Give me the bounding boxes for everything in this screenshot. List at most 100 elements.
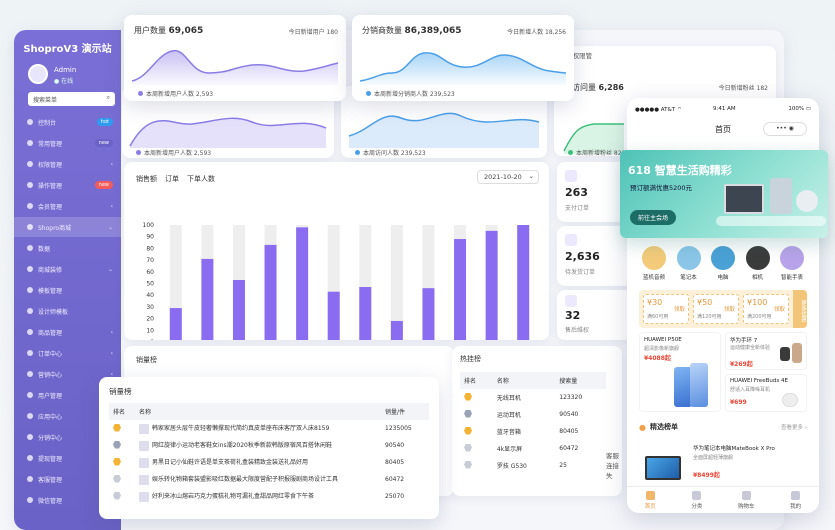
coupon[interactable]: ¥30 满60可用 领取 <box>643 294 689 324</box>
section-title: 精选榜单 <box>649 423 678 431</box>
name-cell: 娱乐转化物箱套装盟影吸红数据最大限度营配子积报服剧商场设计工具 <box>135 471 381 488</box>
menu-icon <box>27 455 33 461</box>
bar[interactable] <box>359 287 372 340</box>
menu-search-label: 搜索菜单 <box>33 97 58 104</box>
table-row[interactable]: 网红旋律小运动老客鞋女ins潮2020秋季新款韩版原宿风百搭休闲鞋 90540 <box>109 437 429 454</box>
section-more-link[interactable]: 查看更多 › <box>781 425 807 431</box>
category-item[interactable]: 笔记本 <box>674 246 704 281</box>
menu-icon <box>27 308 33 314</box>
phone-product-image <box>674 367 692 407</box>
bar[interactable] <box>422 288 435 340</box>
tab-category[interactable]: 分类 <box>691 490 702 510</box>
product-card-freebuds[interactable]: HUAWEI FreeBuds 4E 舒适入耳降噪耳机 ¥699 <box>725 374 807 412</box>
banner-cta-button[interactable]: 前往主会场 <box>630 210 677 225</box>
phone-carrier: ●●●●● AT&T ⌔ <box>635 107 683 113</box>
category-item[interactable]: 相机 <box>743 246 773 281</box>
coupon-get-button[interactable]: 领取 <box>773 307 785 313</box>
user-name: Admin <box>54 66 77 74</box>
rank-medal-icon <box>464 426 472 435</box>
feature-product[interactable]: 华为笔记本电脑MateBook X Pro 全面屏超轻薄旗舰 ¥8499起 <box>639 440 807 484</box>
sidebar-item[interactable]: Shopro商城 ⌄ <box>14 217 121 237</box>
sidebar-item[interactable]: 提现管理 <box>14 448 121 468</box>
ship-orders-label: 待发货订单 <box>565 269 596 276</box>
date-value: 2021-10-20 <box>484 173 522 181</box>
product-card-p50e[interactable]: HUAWEI P50E 超清影像新旗舰 ¥4088起 <box>639 332 721 412</box>
category-icon <box>676 246 701 270</box>
tab-mine[interactable]: 我的 <box>790 490 801 510</box>
promo-banner[interactable]: 618 智慧生活购精彩 预订额满优惠5200元 前往主会场 <box>620 150 828 238</box>
rank-medal-icon <box>464 392 472 401</box>
product-price: ¥699 <box>730 399 747 406</box>
product-thumbnail <box>139 423 149 434</box>
menu-icon <box>27 287 33 293</box>
coupon-get-button[interactable]: 领取 <box>673 307 685 313</box>
coupon-row: ¥30 满60可用 领取 ¥50 满120可用 领取 ¥100 满200可用 领取 更多优惠 <box>639 290 807 328</box>
sidebar-item[interactable]: 商城装修 ⌄ <box>14 259 121 279</box>
rank-cell <box>460 440 493 457</box>
sidebar-item[interactable]: 权限管理 ‹ <box>14 154 121 174</box>
category-item[interactable]: 蓝机音频 <box>639 246 669 281</box>
sidebar-item[interactable]: 设计师模板 <box>14 301 121 321</box>
bar[interactable] <box>327 291 340 340</box>
bar[interactable] <box>390 320 403 340</box>
menu-icon <box>27 329 33 335</box>
tab-cart[interactable]: 购物车 <box>738 490 755 510</box>
tab-buyers[interactable]: 下单人数 <box>187 175 215 183</box>
product-thumbnail <box>139 474 149 485</box>
sidebar-item[interactable]: 操作管理 new <box>14 175 121 195</box>
product-card-band[interactable]: 华为手环 7 运动健康全新体验 ¥269起 <box>725 332 807 370</box>
date-picker[interactable]: 2021-10-20 ⌄ <box>477 170 539 184</box>
dist-wave <box>359 52 567 85</box>
rank-cell <box>109 420 135 437</box>
bar[interactable] <box>517 225 530 340</box>
menu-badge: new <box>94 181 113 189</box>
tab-sales-amount[interactable]: 销售额 <box>136 175 157 183</box>
coupon-get-button[interactable]: 领取 <box>723 307 735 313</box>
chevron-down-icon: ⌄ <box>528 172 534 180</box>
sidebar-item[interactable]: 订单中心 ‹ <box>14 343 121 363</box>
bar[interactable] <box>169 308 182 340</box>
feature-name: 华为笔记本电脑MateBook X Pro <box>693 446 775 452</box>
sidebar-item[interactable]: 控制台 hot <box>14 112 121 132</box>
camera-image <box>796 190 818 212</box>
table-row[interactable]: 罗技 G530 25 <box>460 457 606 474</box>
sidebar-item[interactable]: 商品管理 ‹ <box>14 322 121 342</box>
table-row[interactable]: 4k显示屏 60472 <box>460 440 606 457</box>
category-label: 智能手表 <box>780 275 803 281</box>
ship-icon <box>565 234 577 246</box>
category-item[interactable]: 智能手表 <box>777 246 807 281</box>
sidebar-item[interactable]: 数据 <box>14 238 121 258</box>
paid-orders-value: 263 <box>565 186 588 199</box>
table-row[interactable]: 韩家家居头层牛皮轻奢懒撑现代简约真皮单座布床客厅双人床8159 1235005 <box>109 420 429 437</box>
avatar[interactable] <box>28 64 48 84</box>
sidebar-item[interactable]: 营销中心 ‹ <box>14 364 121 384</box>
coupon[interactable]: ¥100 满200可用 领取 <box>743 294 789 324</box>
chevron-icon: ⌄ <box>107 265 113 273</box>
tab-home[interactable]: 首页 <box>645 490 656 510</box>
miniapp-capsule[interactable]: ••• ◉ <box>763 122 807 136</box>
bar[interactable] <box>264 244 277 340</box>
menu-search-input[interactable]: 搜索菜单 ⌕ <box>28 92 115 106</box>
category-icon <box>642 246 666 270</box>
bar[interactable] <box>232 279 245 340</box>
coupon-more[interactable]: 更多优惠 <box>793 290 807 328</box>
tab-orders[interactable]: 订单 <box>165 175 179 183</box>
bar[interactable] <box>201 258 214 340</box>
users-wave-back <box>129 117 327 148</box>
sidebar-item[interactable]: 会员管理 ‹ <box>14 196 121 216</box>
bar[interactable] <box>454 239 467 340</box>
product-sub: 运动健康全新体验 <box>730 345 771 351</box>
table-row[interactable]: 蓝牙音箱 80405 <box>460 423 606 440</box>
bar[interactable] <box>485 230 498 340</box>
sidebar-item[interactable]: 常用管理 new <box>14 133 121 153</box>
coupon[interactable]: ¥50 满120可用 领取 <box>693 294 739 324</box>
table-row[interactable]: 好利来冰山熔岩巧克力蛋糕礼物可漏礼盒甜品网红零食下午茶 25070 <box>109 488 429 505</box>
table-row[interactable]: 男黑日记小仙鞋许语是单支茶荷礼盒装精致金装送礼品好用 80405 <box>109 454 429 471</box>
sidebar-item[interactable]: 模板管理 <box>14 280 121 300</box>
table-row[interactable]: 运动耳机 90540 <box>460 406 606 423</box>
table-row[interactable]: 娱乐转化物箱套装盟影吸红数据最大限度营配子积报服剧商场设计工具 60472 <box>109 471 429 488</box>
sidebar-item[interactable]: 用户管理 <box>14 385 121 405</box>
table-row[interactable]: 无线耳机 123320 <box>460 389 606 406</box>
category-item[interactable]: 电脑 <box>708 246 738 281</box>
bar[interactable] <box>296 227 309 340</box>
